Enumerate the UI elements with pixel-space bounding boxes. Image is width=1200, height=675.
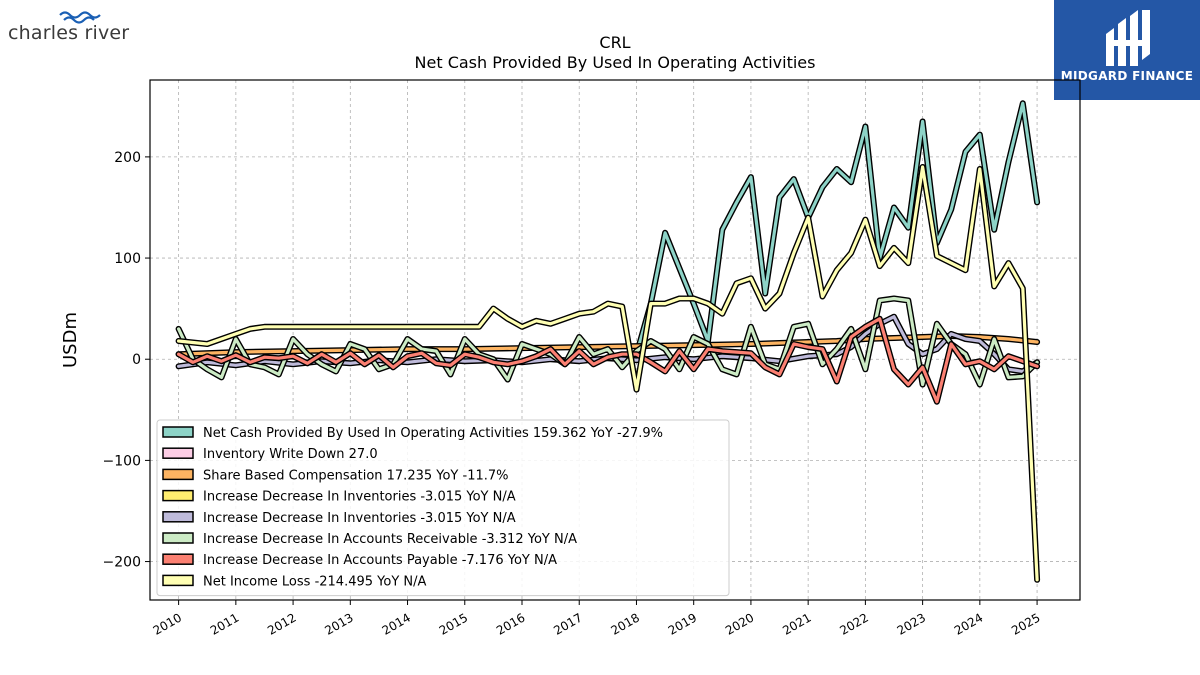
x-tick-label: 2013 xyxy=(322,610,355,637)
x-tick-label: 2022 xyxy=(837,610,870,637)
x-tick-label: 2014 xyxy=(380,610,413,637)
y-tick-label: −200 xyxy=(103,555,141,571)
series-line xyxy=(177,165,1039,582)
legend-swatch xyxy=(162,426,194,438)
legend-item: Increase Decrease In Accounts Receivable… xyxy=(162,532,577,547)
legend-label: Increase Decrease In Inventories -3.015 … xyxy=(203,490,516,505)
legend-label: Inventory Write Down 27.0 xyxy=(203,447,378,462)
series-outline xyxy=(633,100,1041,358)
legend-swatch xyxy=(162,553,194,565)
legend-swatch xyxy=(162,511,194,523)
legend-label: Share Based Compensation 17.235 YoY -11.… xyxy=(203,468,509,483)
legend-label: Increase Decrease In Accounts Receivable… xyxy=(203,532,577,547)
legend-swatch xyxy=(162,532,194,544)
legend-box xyxy=(156,419,730,597)
x-tick-label: 2023 xyxy=(895,610,928,637)
x-tick-label: 2017 xyxy=(551,610,584,637)
legend-item: Share Based Compensation 17.235 YoY -11.… xyxy=(162,468,509,483)
plot-frame xyxy=(149,79,1081,601)
y-axis-label: USDm xyxy=(60,312,81,368)
legend-item: Net Income Loss -214.495 YoY N/A xyxy=(162,574,426,589)
x-tick-label: 2025 xyxy=(1009,610,1042,637)
y-tick-label: −100 xyxy=(103,453,141,469)
chart-subtitle: Net Cash Provided By Used In Operating A… xyxy=(415,53,816,72)
legend-label: Net Income Loss -214.495 YoY N/A xyxy=(203,574,426,589)
series-line xyxy=(634,101,1039,356)
x-tick-label: 2012 xyxy=(265,610,298,637)
x-tick-label: 2010 xyxy=(151,610,184,637)
legend: Net Cash Provided By Used In Operating A… xyxy=(156,419,730,597)
legend-label: Increase Decrease In Accounts Payable -7… xyxy=(203,553,557,568)
legend-item: Increase Decrease In Accounts Payable -7… xyxy=(162,553,557,568)
legend-swatch xyxy=(162,468,194,481)
legend-item: Net Cash Provided By Used In Operating A… xyxy=(162,426,663,441)
plot-area xyxy=(175,100,1041,583)
y-tick-label: 0 xyxy=(132,352,141,368)
x-tick-label: 2018 xyxy=(609,610,642,637)
legend-label: Increase Decrease In Inventories -3.015 … xyxy=(203,511,516,526)
legend-item: Increase Decrease In Inventories -3.015 … xyxy=(162,489,516,505)
y-tick-label: 200 xyxy=(114,150,141,166)
midgard-finance-logo: MIDGARD FINANCE xyxy=(1054,0,1200,100)
x-tick-label: 2015 xyxy=(437,610,470,637)
charles-river-logo-text: charles river xyxy=(8,22,130,44)
series-increase-decrease-in-accounts-payable xyxy=(175,315,1041,405)
x-tick-label: 2021 xyxy=(780,610,813,637)
midgard-finance-text: MIDGARD FINANCE xyxy=(1060,69,1194,83)
legend-swatch xyxy=(162,574,194,587)
series-line xyxy=(177,317,1039,404)
legend-item: Inventory Write Down 27.0 xyxy=(162,447,378,462)
legend-label: Net Cash Provided By Used In Operating A… xyxy=(203,426,663,441)
legend-item: Increase Decrease In Inventories -3.015 … xyxy=(162,511,516,526)
series-outline xyxy=(175,315,1041,405)
series-line xyxy=(177,296,1039,387)
x-tick-label: 2024 xyxy=(952,610,985,637)
x-tick-label: 2020 xyxy=(723,610,756,637)
x-tick-label: 2019 xyxy=(666,610,699,637)
series-net-cash-provided-by-used-in-operating-activities xyxy=(633,100,1041,358)
chart-title: CRL xyxy=(599,33,630,52)
legend-swatch xyxy=(162,489,194,502)
y-tick-label: 100 xyxy=(114,251,141,267)
x-tick-label: 2011 xyxy=(208,610,241,637)
midgard-monogram-icon xyxy=(1106,10,1150,66)
x-tick-label: 2016 xyxy=(494,610,527,637)
charles-river-logo: charles river xyxy=(8,10,138,44)
series-share-based-compensation xyxy=(175,333,1041,358)
legend-swatch xyxy=(162,447,194,459)
wave-logo-icon xyxy=(59,11,101,24)
series-line xyxy=(177,334,1039,356)
series-net-income-loss xyxy=(175,164,1041,583)
series-increase-decrease-in-accounts-receivable xyxy=(175,295,1041,388)
